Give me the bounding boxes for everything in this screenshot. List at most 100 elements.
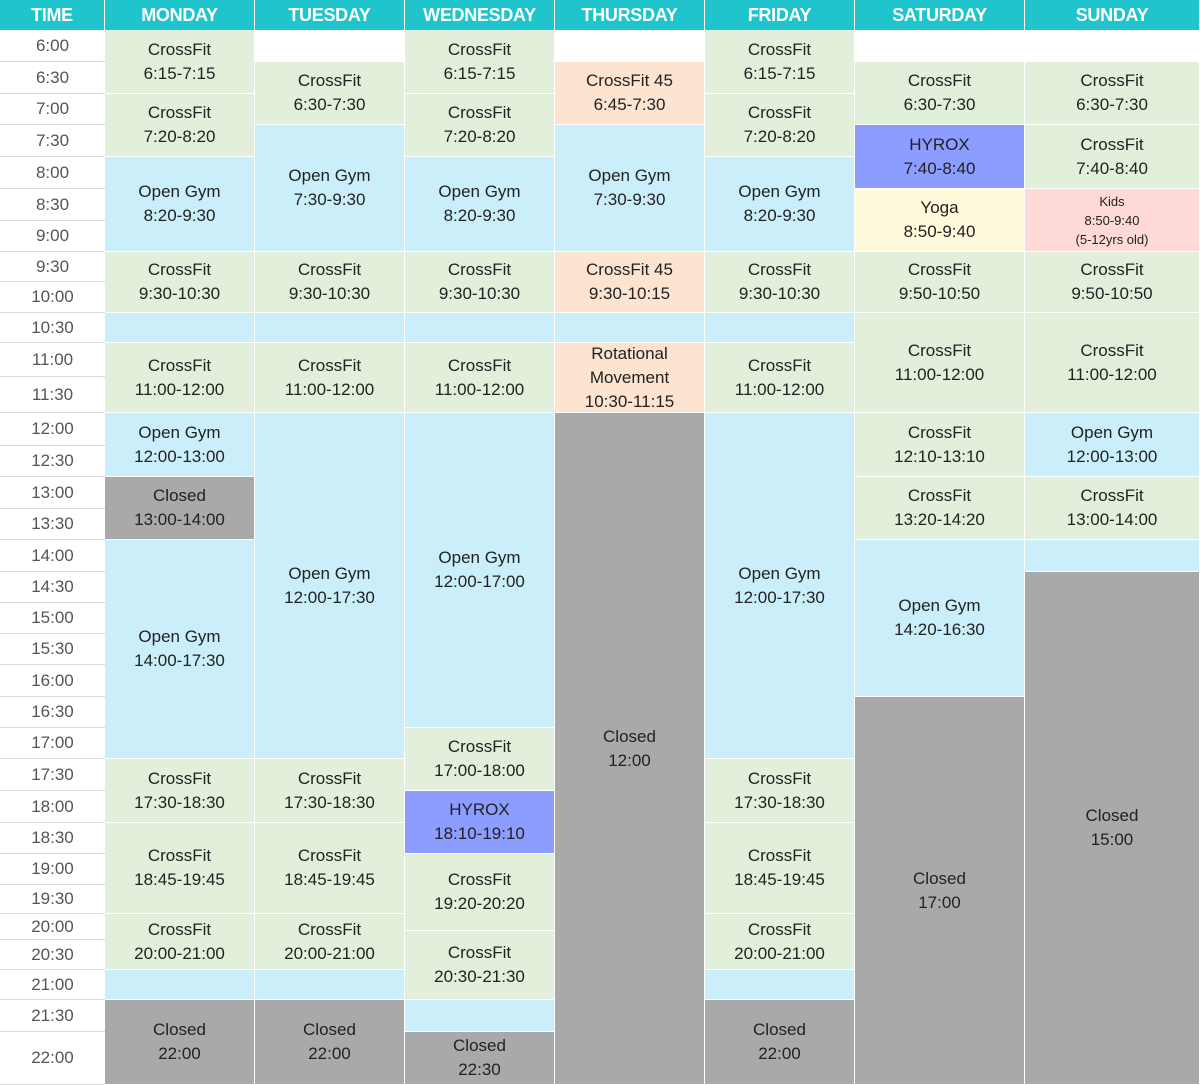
class-block-monday-open-gym: Open Gym 8:20-9:30 bbox=[105, 157, 255, 252]
class-block-saturday-closed: Closed 17:00 bbox=[855, 697, 1025, 1085]
class-name: CrossFit bbox=[907, 260, 972, 279]
class-time: 12:00-17:30 bbox=[734, 587, 825, 607]
class-block-tuesday-crossfit: CrossFit 17:30-18:30 bbox=[255, 759, 405, 823]
class-block-saturday-crossfit: CrossFit 12:10-13:10 bbox=[855, 413, 1025, 477]
class-time: 17:00-18:00 bbox=[434, 761, 525, 780]
class-name: CrossFit bbox=[147, 355, 212, 375]
class-time: 7:20-8:20 bbox=[443, 127, 516, 146]
time-label: 12:30 bbox=[0, 446, 105, 477]
class-time: 11:00-12:00 bbox=[734, 379, 825, 399]
class-block-sunday-kids: Kids 8:50-9:40 (5-12yrs old) bbox=[1025, 189, 1200, 252]
class-time: 9:30-10:15 bbox=[588, 284, 671, 303]
class-block-saturday-yoga: Yoga 8:50-9:40 bbox=[855, 189, 1025, 252]
time-label: 19:30 bbox=[0, 885, 105, 914]
class-time: 12:00-17:30 bbox=[284, 587, 375, 607]
class-time: 12:00-13:00 bbox=[1066, 446, 1158, 466]
class-time: 18:45-19:45 bbox=[734, 870, 825, 889]
class-time: 20:00-21:00 bbox=[134, 943, 225, 963]
class-time: 11:00-12:00 bbox=[284, 379, 375, 399]
class-time: 11:00-12:00 bbox=[134, 379, 225, 399]
class-time: 9:50-10:50 bbox=[1071, 284, 1153, 303]
class-name: CrossFit bbox=[447, 260, 512, 279]
class-block-monday-crossfit: CrossFit 18:45-19:45 bbox=[105, 823, 255, 914]
class-name: CrossFit bbox=[747, 846, 812, 865]
class-block-tuesday-crossfit: CrossFit 11:00-12:00 bbox=[255, 343, 405, 413]
class-time: 18:45-19:45 bbox=[284, 870, 375, 889]
class-block-friday-open-gym bbox=[705, 313, 855, 343]
class-block-thursday-crossfit45: CrossFit 45 9:30-10:15 bbox=[555, 252, 705, 313]
class-time: 17:30-18:30 bbox=[284, 792, 375, 812]
class-name: CrossFit bbox=[1080, 486, 1144, 505]
class-time: 20:30-21:30 bbox=[434, 967, 525, 987]
time-label: 6:30 bbox=[0, 62, 105, 94]
time-label: 17:30 bbox=[0, 759, 105, 791]
time-label: 10:00 bbox=[0, 282, 105, 313]
time-label: 18:30 bbox=[0, 823, 105, 854]
class-time: 7:40-8:40 bbox=[903, 158, 976, 178]
class-name: CrossFit bbox=[147, 919, 212, 939]
class-time: 18:45-19:45 bbox=[134, 870, 225, 889]
time-label: 14:00 bbox=[0, 540, 105, 572]
class-time: 6:30-7:30 bbox=[1076, 95, 1148, 114]
class-block-thursday-closed: Closed 12:00 bbox=[555, 413, 705, 1085]
time-label: 21:30 bbox=[0, 1000, 105, 1032]
class-block-saturday-open-gym: Open Gym 14:20-16:30 bbox=[855, 540, 1025, 697]
class-block-thursday-crossfit45: CrossFit 45 6:45-7:30 bbox=[555, 62, 705, 125]
class-time: 18:10-19:10 bbox=[434, 824, 525, 843]
class-time: 9:30-10:30 bbox=[288, 284, 371, 303]
class-block-thursday-empty bbox=[555, 30, 705, 62]
class-time: 12:00-17:00 bbox=[434, 572, 525, 591]
class-time: 11:00-12:00 bbox=[894, 364, 985, 384]
time-label: 20:30 bbox=[0, 940, 105, 970]
time-label: 17:00 bbox=[0, 728, 105, 759]
class-name: CrossFit bbox=[297, 71, 362, 90]
class-name: CrossFit bbox=[747, 768, 812, 788]
class-time: 22:00 bbox=[308, 1044, 351, 1063]
class-name: Closed bbox=[753, 1020, 806, 1039]
class-time: 9:30-10:30 bbox=[738, 284, 821, 303]
class-block-monday-open-gym bbox=[105, 970, 255, 1000]
class-block-wednesday-crossfit: CrossFit 19:20-20:20 bbox=[405, 854, 555, 932]
class-name: Open Gym bbox=[438, 182, 521, 201]
class-block-wednesday-crossfit: CrossFit 6:15-7:15 bbox=[405, 30, 555, 94]
class-name: CrossFit bbox=[747, 260, 812, 279]
class-block-wednesday-crossfit: CrossFit 9:30-10:30 bbox=[405, 252, 555, 313]
column-header-friday: FRIDAY bbox=[705, 0, 855, 30]
class-time: 7:20-8:20 bbox=[743, 127, 816, 146]
class-time: 8:20-9:30 bbox=[143, 206, 216, 225]
class-time: 10:30-11:15 bbox=[584, 391, 675, 411]
class-name: Closed bbox=[303, 1020, 356, 1039]
time-label: 11:00 bbox=[0, 343, 105, 377]
class-time: 17:00 bbox=[918, 892, 961, 912]
class-name: Closed bbox=[453, 1036, 506, 1055]
class-block-sunday-open-gym: Open Gym 12:00-13:00 bbox=[1025, 413, 1200, 477]
time-label: 6:00 bbox=[0, 30, 105, 62]
class-block-tuesday-crossfit: CrossFit 20:00-21:00 bbox=[255, 914, 405, 970]
class-block-saturday-crossfit: CrossFit 11:00-12:00 bbox=[855, 313, 1025, 413]
time-label: 15:00 bbox=[0, 603, 105, 634]
class-name: CrossFit bbox=[747, 103, 812, 122]
class-time: 14:20-16:30 bbox=[894, 620, 985, 639]
class-time: 6:30-7:30 bbox=[293, 95, 366, 114]
class-time: 8:20-9:30 bbox=[743, 206, 816, 225]
time-label: 13:00 bbox=[0, 477, 105, 509]
class-name-line2: Movement bbox=[589, 367, 670, 387]
class-block-sunday-crossfit: CrossFit 9:50-10:50 bbox=[1025, 252, 1200, 313]
class-block-friday-open-gym bbox=[705, 970, 855, 1000]
class-name: Open Gym bbox=[288, 166, 371, 185]
class-time: 7:20-8:20 bbox=[143, 127, 216, 146]
class-block-sunday-crossfit: CrossFit 13:00-14:00 bbox=[1025, 477, 1200, 540]
class-name: CrossFit bbox=[907, 486, 972, 505]
class-block-tuesday-crossfit: CrossFit 6:30-7:30 bbox=[255, 62, 405, 125]
class-time: 7:30-9:30 bbox=[293, 190, 366, 209]
class-name: CrossFit 45 bbox=[586, 71, 673, 90]
class-block-sunday-crossfit: CrossFit 7:40-8:40 bbox=[1025, 125, 1200, 189]
class-block-monday-closed: Closed 13:00-14:00 bbox=[105, 477, 255, 540]
class-name: CrossFit bbox=[907, 340, 972, 360]
class-name: CrossFit bbox=[147, 39, 212, 59]
class-name: Closed bbox=[913, 868, 966, 888]
class-name: CrossFit bbox=[447, 39, 512, 59]
class-name: Open Gym bbox=[288, 563, 371, 583]
class-time: 17:30-18:30 bbox=[134, 792, 225, 812]
class-time: 7:40-8:40 bbox=[1076, 158, 1148, 178]
